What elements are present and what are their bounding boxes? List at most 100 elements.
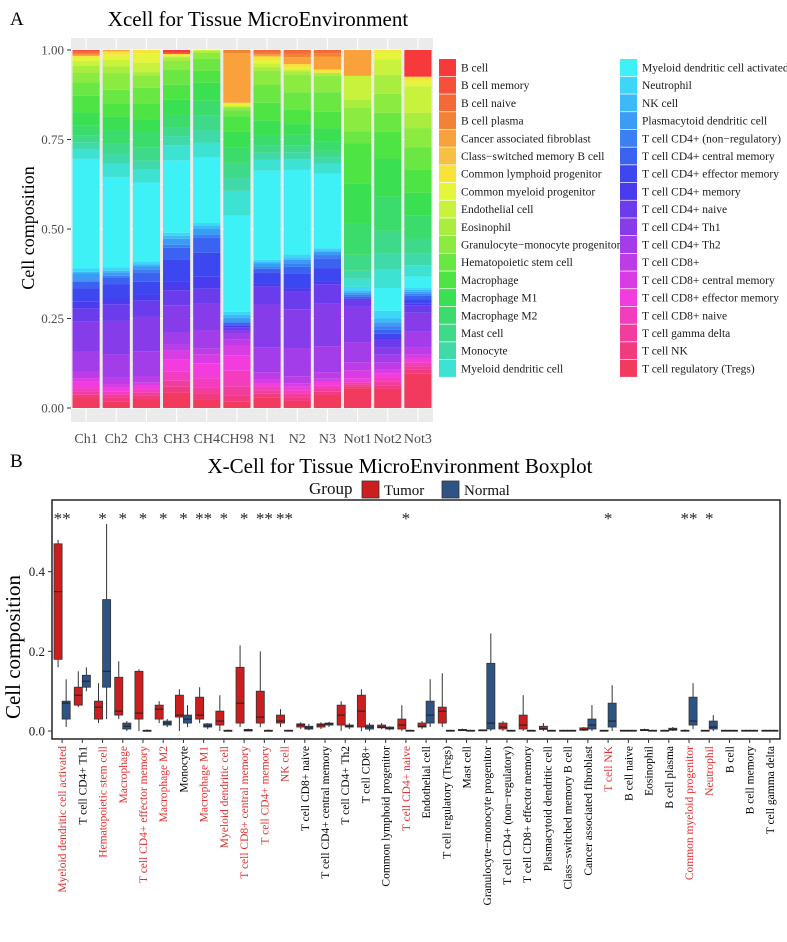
tumor-box	[94, 683, 103, 724]
panel-a-legend-swatch	[439, 306, 456, 324]
panel-a-y-axis-label: Cell composition	[18, 166, 38, 290]
panel-b-x-tick-label: Neutrophil	[704, 746, 716, 796]
box-body	[114, 676, 124, 716]
panel-a-bar-segment	[132, 147, 160, 161]
panel-a-bar-segment	[404, 305, 432, 313]
panel-a-bar-segment	[404, 80, 432, 87]
panel-a-bar-segment	[313, 141, 341, 151]
panel-a-legend-label: Eosinophil	[461, 222, 511, 234]
panel-a-bar-segment	[102, 73, 130, 90]
panel-a-bar-segment	[283, 288, 311, 292]
panel-a-bar-segment	[374, 339, 402, 348]
panel-a-legend-label: T cell CD4+ effector memory	[642, 169, 779, 181]
panel-a-bar-segment	[163, 57, 191, 61]
panel-b-legend-title: Group	[309, 479, 352, 498]
panel-a-bar-segment	[163, 235, 191, 239]
panel-a-bar-segment	[193, 234, 221, 238]
panel-a-bar-segment	[404, 354, 432, 359]
significance-stars: **	[195, 509, 212, 528]
panel-a-bar-segment	[404, 238, 432, 254]
normal-box	[385, 726, 395, 731]
panel-b-legend-label: Tumor	[384, 483, 424, 499]
panel-b-legend: Group Tumor Normal	[309, 479, 510, 499]
panel-b-x-tick-label: T cell CD4+ central memory	[320, 746, 332, 879]
panel-a-legend-label: Macrophage M1	[461, 293, 538, 305]
panel-a-bar-segment	[102, 153, 130, 164]
panel-a-legend-swatch	[439, 94, 456, 112]
panel-a-x-tick-label: Not1	[344, 432, 372, 447]
panel-a-bar-segment	[132, 50, 160, 54]
panel-a-bar-segment	[163, 136, 191, 146]
panel-b-title: X-Cell for Tissue MicroEnvironment Boxpl…	[208, 454, 593, 478]
panel-a-bar-segment	[72, 82, 100, 96]
panel-a-bar-segment	[344, 298, 372, 307]
panel-b-x-tick-label: T cell CD4+ naive	[401, 746, 413, 831]
panel-a-bar-segment	[223, 110, 251, 117]
normal-box	[324, 721, 334, 728]
panel-b-x-tick-label: T cell CD4+ Th1	[77, 746, 89, 825]
panel-a-legend-swatch	[439, 289, 456, 307]
panel-a-bar-segment	[374, 59, 402, 75]
panel-a-bar-segment	[132, 294, 160, 301]
panel-a-bar-segment	[223, 102, 251, 104]
tumor-box	[640, 728, 649, 732]
panel-a-bar-segment	[132, 266, 160, 270]
panel-a-bar-segment	[102, 401, 130, 408]
normal-box	[547, 729, 556, 732]
panel-a-legend-swatch	[439, 112, 456, 130]
panel-a-bar-segment	[253, 120, 281, 135]
panel-a-bar-segment	[72, 55, 100, 58]
panel-a-bar-segment	[313, 268, 341, 282]
normal-box	[688, 683, 698, 730]
panel-a-x-tick-label: CH3	[163, 432, 189, 447]
panel-a-bar-segment	[193, 52, 221, 59]
panel-a-bar-segment	[283, 263, 311, 267]
panel-a-bar-segment	[72, 135, 100, 143]
panel-a-bar-segment	[344, 183, 372, 224]
panel-a-bar-segment	[404, 347, 432, 355]
panel-a-bar-segment	[163, 99, 191, 115]
panel-a-bar-segment	[253, 50, 281, 53]
panel-a-bar-segment	[163, 281, 191, 291]
panel-a-legend-swatch	[439, 200, 456, 218]
panel-a-bar-segment	[404, 331, 432, 348]
panel-a-bar-segment	[163, 56, 191, 58]
panel-a-bar-segment	[283, 159, 311, 170]
panel-a-bar-segment	[283, 259, 311, 264]
panel-b-x-tick-label: T cell NK	[603, 745, 615, 791]
panel-a-bar-segment	[102, 270, 130, 273]
panel-a-bar-segment	[283, 145, 311, 153]
panel-a-bar-segment	[253, 347, 281, 373]
panel-a-legend-swatch	[439, 324, 456, 342]
panel-a-bar-segment	[223, 355, 251, 371]
panel-a-bar-segment	[313, 372, 341, 379]
panel-a-bar-segment	[253, 63, 281, 68]
panel-a-bar-segment	[374, 333, 402, 338]
panel-a-bar-segment	[223, 53, 251, 103]
normal-box	[769, 729, 779, 732]
panel-a-bar-segment	[163, 145, 191, 161]
significance-stars: *	[705, 509, 714, 528]
panel-a-bar-segment	[344, 384, 372, 387]
panel-b-x-tick-label: Myeloid dendritic cell activated	[57, 746, 69, 893]
panel-a-bar-segment	[223, 147, 251, 163]
panel-a-legend-label: Common myeloid progenitor	[461, 186, 595, 198]
panel-a-bar-segment	[344, 75, 372, 100]
panel-a-bar-segment	[163, 350, 191, 360]
panel-a-bar-segment	[223, 215, 251, 312]
normal-box	[81, 667, 91, 692]
tumor-box	[53, 539, 63, 668]
panel-a-bar-segment	[253, 84, 281, 103]
tumor-box	[215, 695, 225, 732]
panel-a-bar-segment	[102, 59, 130, 67]
box-body	[215, 710, 225, 726]
panel-b-x-tick-label: T cell CD8+ central memory	[239, 746, 251, 879]
panel-a-bar-segment	[193, 348, 221, 355]
normal-box	[708, 715, 718, 732]
panel-a-bar-segment	[132, 119, 160, 133]
panel-a-bar-segment	[132, 376, 160, 383]
panel-a-legend-label: T cell CD8+ effector memory	[642, 293, 779, 305]
significance-stars: *	[179, 509, 188, 528]
panel-b-x-tick-label: T cell CD8+	[360, 746, 372, 803]
panel-a-legend-label: Hematopoietic stem cell	[461, 257, 573, 269]
